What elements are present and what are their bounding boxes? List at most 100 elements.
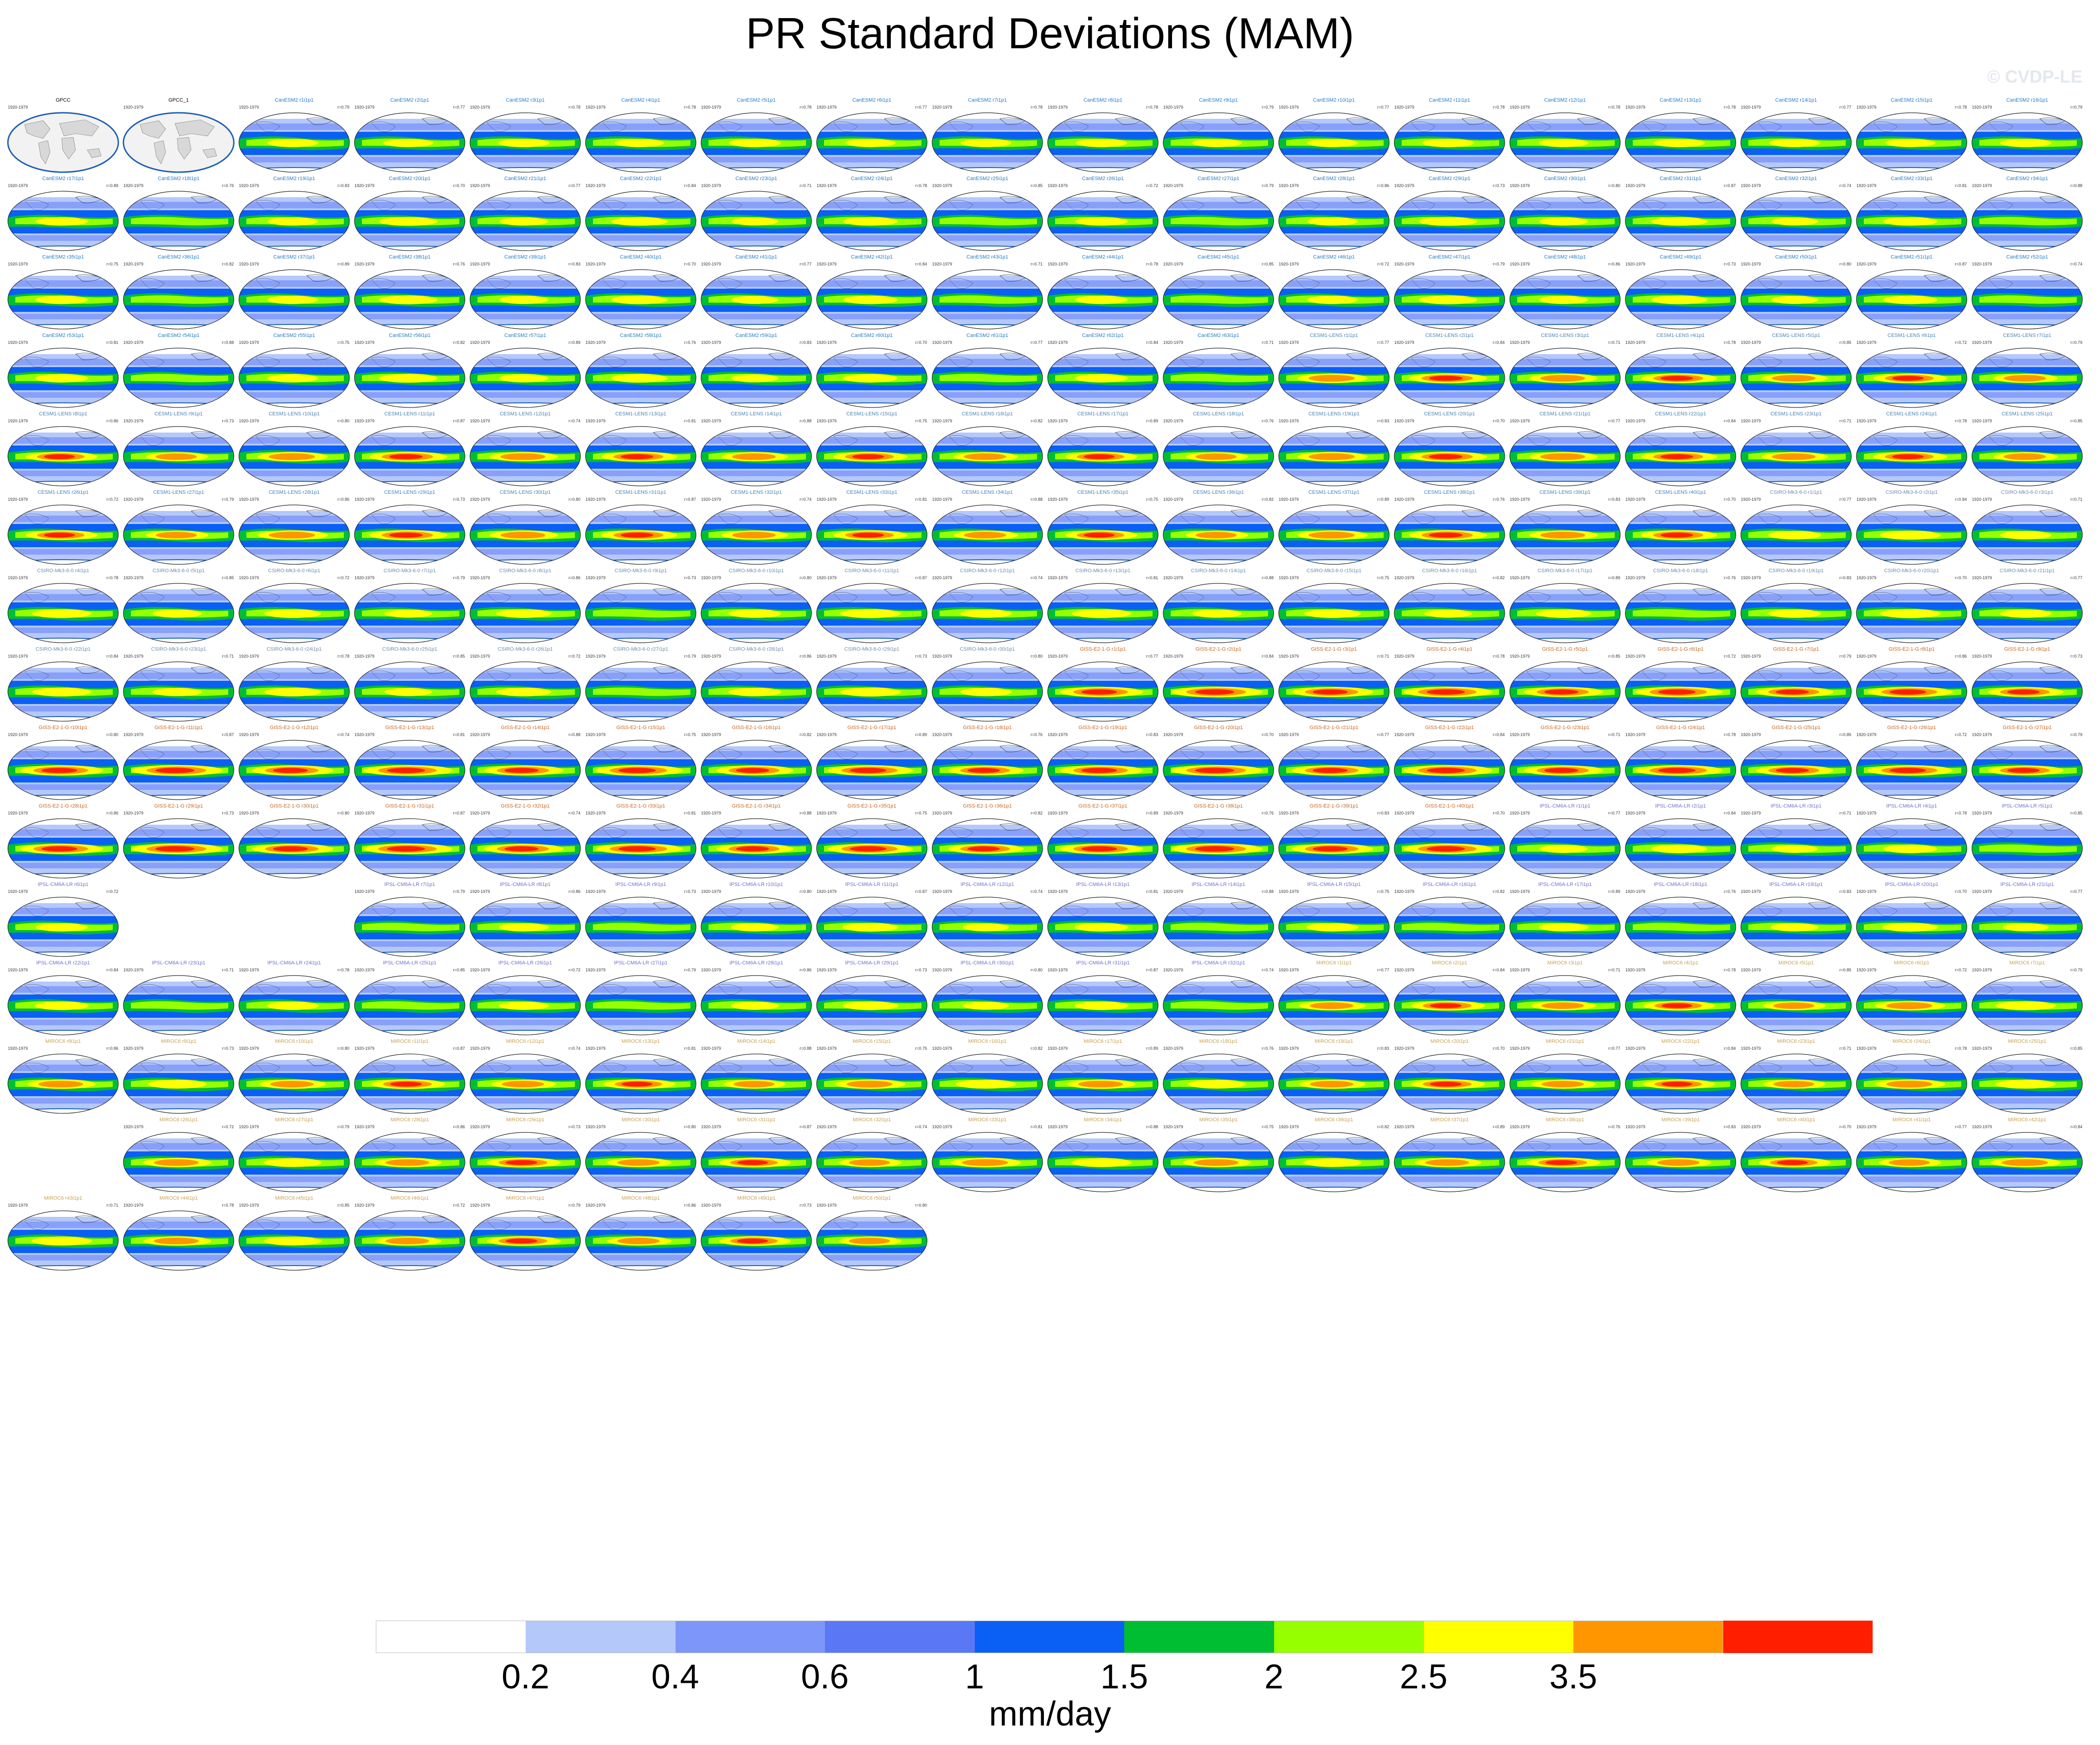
panel-correlation: r=0.77: [915, 105, 927, 110]
panel-correlation: r=0.82: [453, 340, 465, 345]
map-heatmap: [816, 583, 928, 643]
panel-period: 1920-1979: [354, 262, 375, 266]
map-heatmap: [1625, 348, 1736, 408]
panel-correlation: r=0.78: [1955, 105, 1967, 110]
map-heatmap: [701, 504, 812, 565]
panel-period: 1920-1979: [1856, 340, 1877, 345]
map-heatmap: [7, 818, 119, 879]
panel-period: 1920-1979: [8, 654, 28, 659]
map-heatmap: [1163, 583, 1274, 643]
panel-correlation: r=0.85: [1031, 183, 1043, 188]
panel-title: MIROC6 r39i1p1: [1661, 1117, 1700, 1123]
panel-period: 1920-1979: [354, 889, 375, 894]
panel-title: MIROC6 r8i1p1: [45, 1039, 81, 1044]
panel-period: 1920-1979: [1856, 262, 1877, 266]
map-panel: MIROC6 r1i1p1 1920-1979 r=0.77: [1277, 959, 1391, 1037]
panel-title: MIROC6 r48i1p1: [621, 1196, 660, 1201]
panel-correlation: r=0.82: [1262, 497, 1274, 502]
map-heatmap: [1971, 975, 2083, 1035]
panel-correlation: r=0.78: [1955, 419, 1967, 423]
panel-title: IPSL-CM6A-LR r4i1p1: [1886, 803, 1937, 809]
panel-title: CESM1-LENS r23i1p1: [1770, 411, 1822, 417]
map-heatmap: [354, 818, 465, 879]
panel-correlation: r=0.87: [915, 889, 927, 894]
panel-period: 1920-1979: [239, 732, 259, 737]
panel-period: 1920-1979: [1972, 811, 1992, 815]
panel-period: 1920-1979: [1163, 811, 1184, 815]
panel-period: 1920-1979: [1972, 1046, 1992, 1051]
map-panel: GISS-E2-1-G r38i1p1 1920-1979 r=0.76: [1161, 802, 1275, 880]
panel-period: 1920-1979: [1625, 105, 1646, 110]
panel-correlation: r=0.70: [1262, 732, 1274, 737]
panel-period: 1920-1979: [1163, 732, 1184, 737]
panel-correlation: r=0.73: [222, 1046, 234, 1051]
map-heatmap: [1971, 112, 2083, 173]
map-heatmap: [1163, 426, 1274, 486]
panel-title: CSIRO-Mk3-6-0 r3i1p1: [2001, 490, 2054, 495]
panel-title: IPSL-CM6A-LR r32i1p1: [1192, 960, 1245, 966]
panel-title: CanESM2 r2i1p1: [390, 97, 429, 103]
panel-period: 1920-1979: [470, 889, 490, 894]
map-heatmap: [1856, 897, 1967, 957]
panel-correlation: r=0.89: [568, 340, 580, 345]
map-heatmap: [1740, 112, 1852, 173]
panel-correlation: r=0.74: [915, 1125, 927, 1129]
panel-period: 1920-1979: [1394, 654, 1415, 659]
panel-period: 1920-1979: [586, 1046, 606, 1051]
panel-title: GISS-E2-1-G r19i1p1: [1078, 725, 1127, 730]
map-heatmap: [1394, 975, 1505, 1035]
map-heatmap: [1971, 348, 2083, 408]
panel-correlation: r=0.75: [684, 732, 696, 737]
panel-title: IPSL-CM6A-LR r13i1p1: [1076, 882, 1130, 887]
panel-correlation: r=0.78: [1493, 654, 1505, 659]
panel-correlation: r=0.77: [1608, 811, 1620, 815]
panel-correlation: r=0.78: [1493, 105, 1505, 110]
panel-period: 1920-1979: [932, 105, 953, 110]
panel-correlation: r=0.72: [568, 654, 580, 659]
map-panel: GISS-E2-1-G r1i1p1 1920-1979 r=0.77: [1046, 646, 1160, 724]
panel-period: 1920-1979: [123, 1046, 144, 1051]
map-heatmap: [123, 1053, 234, 1114]
panel-correlation: r=0.82: [222, 262, 234, 266]
map-panel: IPSL-CM6A-LR r12i1p1 1920-1979 r=0.74: [930, 881, 1044, 959]
map-heatmap: [1856, 426, 1967, 486]
map-heatmap: [1856, 1053, 1967, 1114]
map-panel: IPSL-CM6A-LR r18i1p1 1920-1979 r=0.76: [1623, 881, 1738, 959]
panel-title: CESM1-LENS r9i1p1: [155, 411, 203, 417]
map-heatmap: [701, 426, 812, 486]
panel-period: 1920-1979: [701, 1125, 721, 1129]
panel-correlation: r=0.75: [1262, 1125, 1274, 1129]
panel-title: GISS-E2-1-G r23i1p1: [1540, 725, 1590, 730]
colorbar-tick-label: 2: [1264, 1657, 1284, 1696]
panel-correlation: r=0.70: [915, 340, 927, 345]
panel-correlation: r=0.84: [1493, 732, 1505, 737]
panel-title: CSIRO-Mk3-6-0 r13i1p1: [1075, 568, 1131, 574]
panel-title: GISS-E2-1-G r15i1p1: [616, 725, 665, 730]
panel-period: 1920-1979: [932, 732, 953, 737]
panel-correlation: r=0.87: [684, 497, 696, 502]
panel-correlation: r=0.78: [106, 575, 118, 580]
map-panel: CSIRO-Mk3-6-0 r14i1p1 1920-1979 r=0.88: [1161, 567, 1275, 645]
panel-title: CSIRO-Mk3-6-0 r28i1p1: [728, 646, 784, 652]
panel-correlation: r=0.73: [684, 889, 696, 894]
map-panel: CESM1-LENS r7i1p1 1920-1979 r=0.79: [1970, 332, 2084, 410]
map-heatmap: [1278, 740, 1390, 800]
map-heatmap: [1278, 269, 1390, 330]
panel-correlation: r=0.85: [1608, 654, 1620, 659]
panel-period: 1920-1979: [1856, 1046, 1877, 1051]
map-heatmap: [1509, 661, 1621, 722]
panel-title: CSIRO-Mk3-6-0 r10i1p1: [728, 568, 784, 574]
map-panel: MIROC6 r30i1p1 1920-1979 r=0.80: [584, 1116, 698, 1194]
panel-period: 1920-1979: [932, 575, 953, 580]
panel-period: 1920-1979: [1279, 889, 1299, 894]
map-panel: GISS-E2-1-G r27i1p1 1920-1979 r=0.79: [1970, 724, 2084, 802]
panel-title: CanESM2 r12i1p1: [1544, 97, 1586, 103]
panel-title: GISS-E2-1-G r9i1p1: [2004, 646, 2050, 652]
map-heatmap: [1278, 348, 1390, 408]
panel-title: CSIRO-Mk3-6-0 r12i1p1: [960, 568, 1015, 574]
map-panel: CESM1-LENS r33i1p1 1920-1979 r=0.81: [815, 489, 929, 567]
map-panel: CanESM2 r39i1p1 1920-1979 r=0.83: [468, 253, 582, 331]
map-heatmap: [1971, 818, 2083, 879]
panel-correlation: r=0.86: [453, 1125, 465, 1129]
map-panel: GISS-E2-1-G r13i1p1 1920-1979 r=0.81: [353, 724, 467, 802]
